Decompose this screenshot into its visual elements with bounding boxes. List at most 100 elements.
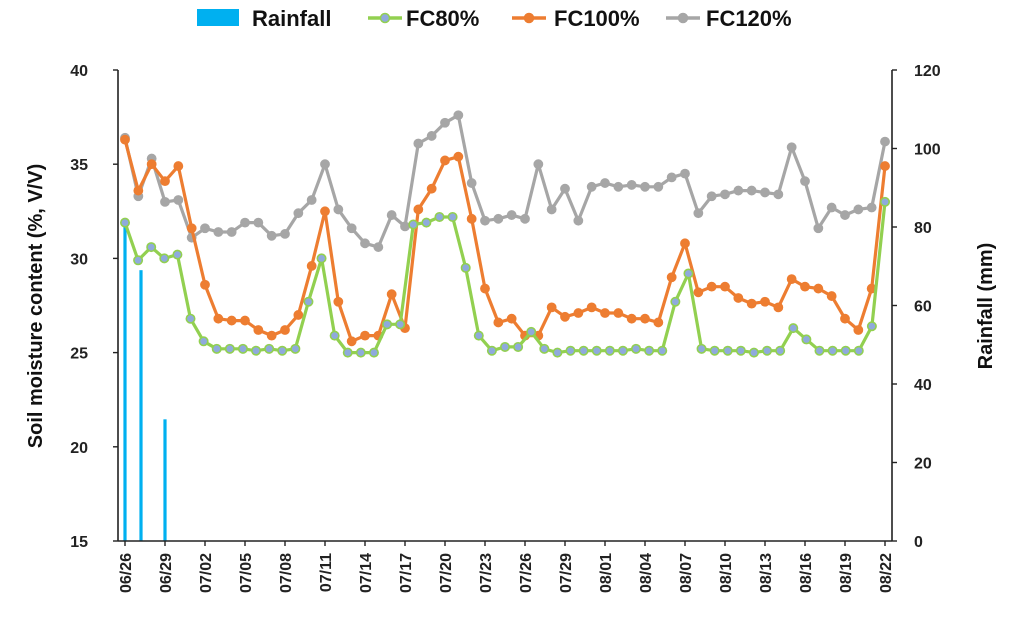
data-point <box>617 345 628 356</box>
data-point <box>600 178 610 188</box>
x-tick-label: 07/26 <box>518 553 535 593</box>
data-point <box>440 117 450 128</box>
data-point <box>586 302 597 313</box>
data-point <box>360 330 370 341</box>
data-point <box>226 315 237 326</box>
x-tick-label: 07/17 <box>398 553 415 593</box>
data-point <box>421 217 432 228</box>
data-point <box>591 345 602 356</box>
data-point <box>346 336 357 347</box>
data-point <box>853 204 864 215</box>
data-point <box>666 272 677 283</box>
data-point <box>434 211 445 222</box>
data-point <box>200 279 210 290</box>
data-point <box>293 310 304 320</box>
data-point <box>653 317 664 328</box>
data-point <box>211 343 222 354</box>
data-point <box>814 345 825 356</box>
data-point <box>840 313 850 324</box>
y-axis-title: Soil moisture content (%, V/V) <box>25 164 47 448</box>
data-point <box>226 227 237 237</box>
data-point <box>653 181 664 192</box>
data-point <box>800 281 810 292</box>
data-point <box>460 262 471 273</box>
data-point <box>879 196 890 207</box>
data-point <box>853 345 864 356</box>
data-point <box>493 213 504 224</box>
data-point <box>866 321 877 332</box>
y2-tick-label: 100 <box>914 142 941 159</box>
data-point <box>172 249 183 260</box>
x-tick-label: 06/26 <box>118 553 135 593</box>
data-point <box>578 345 589 356</box>
data-point <box>293 208 304 219</box>
legend-label: FC80% <box>406 6 479 31</box>
data-point <box>680 238 690 249</box>
data-point <box>453 151 464 162</box>
data-point <box>395 319 406 330</box>
data-point <box>329 330 340 341</box>
data-point <box>746 185 757 196</box>
data-point <box>382 319 393 330</box>
data-point <box>762 345 773 356</box>
data-point <box>453 110 464 121</box>
data-point <box>426 131 437 141</box>
rainfall-bar <box>139 270 143 541</box>
x-tick-label: 07/14 <box>358 553 375 593</box>
data-point <box>560 311 570 322</box>
data-point <box>565 345 576 356</box>
data-point <box>251 345 262 356</box>
data-point <box>626 180 637 190</box>
data-point <box>586 181 597 192</box>
data-point <box>733 185 744 196</box>
data-point <box>533 159 544 170</box>
data-point <box>280 325 290 335</box>
data-point <box>640 313 650 324</box>
x-tick-label: 08/22 <box>878 553 895 593</box>
legend-swatch-marker <box>523 12 535 24</box>
data-point <box>775 345 786 356</box>
data-point <box>316 253 327 264</box>
x-tick-label: 07/29 <box>558 553 575 593</box>
y2-tick-label: 20 <box>914 456 932 473</box>
y-tick-label: 20 <box>70 440 88 457</box>
data-point <box>722 345 733 356</box>
data-point <box>640 181 650 192</box>
data-point <box>760 187 770 198</box>
data-point <box>773 189 784 200</box>
series-line-fc120pct <box>123 113 887 249</box>
legend-swatch-marker <box>677 12 689 24</box>
data-point <box>800 176 810 187</box>
x-tick-label: 07/02 <box>198 553 215 593</box>
y-tick-label: 30 <box>70 251 88 268</box>
data-point <box>631 343 642 354</box>
data-point <box>120 217 131 228</box>
data-point <box>693 208 704 219</box>
data-point <box>213 227 224 237</box>
data-point <box>786 274 797 285</box>
data-point <box>120 134 130 145</box>
data-point <box>826 291 837 301</box>
data-point <box>186 223 197 234</box>
data-point <box>440 155 450 166</box>
data-point <box>693 287 704 298</box>
legend-label: FC120% <box>706 6 792 31</box>
data-point <box>237 343 248 354</box>
y2-tick-label: 80 <box>914 220 932 237</box>
data-point <box>709 345 720 356</box>
data-point <box>253 325 264 335</box>
data-point <box>786 142 797 153</box>
data-point <box>683 268 694 279</box>
data-point <box>706 281 717 292</box>
data-point <box>466 213 477 224</box>
x-tick-label: 07/05 <box>238 553 255 593</box>
data-point <box>801 334 812 345</box>
data-point <box>346 223 357 234</box>
data-point <box>253 217 264 228</box>
data-point <box>748 347 759 358</box>
data-point <box>400 221 410 232</box>
data-point <box>600 308 610 318</box>
x-tick-label: 06/29 <box>158 553 175 593</box>
